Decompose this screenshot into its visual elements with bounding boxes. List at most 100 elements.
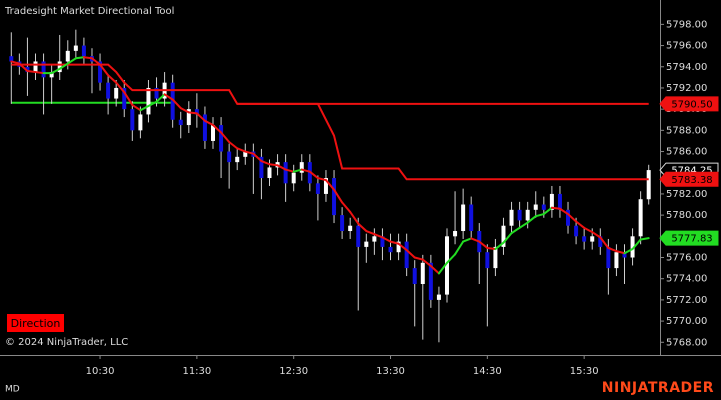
ma-segment bbox=[115, 81, 126, 94]
ma-segment bbox=[220, 131, 231, 143]
candle-body bbox=[211, 125, 216, 141]
price-marker bbox=[659, 171, 719, 187]
ma-segment bbox=[357, 222, 368, 233]
ma-segment bbox=[139, 104, 150, 112]
logo: NINJATRADER bbox=[602, 380, 714, 396]
ma-segment bbox=[437, 261, 448, 275]
ma-segment bbox=[18, 62, 29, 72]
ma-segment bbox=[187, 111, 198, 115]
candle-body bbox=[57, 61, 62, 73]
candle-body bbox=[323, 178, 328, 194]
y-tick-label: 5768.00 bbox=[666, 337, 707, 348]
candle-body bbox=[436, 294, 441, 300]
candle-body bbox=[364, 241, 369, 247]
candle-body bbox=[420, 262, 425, 284]
x-tick-label: 14:30 bbox=[473, 366, 502, 377]
ma-segment bbox=[534, 213, 545, 218]
candle-body bbox=[404, 241, 409, 269]
candle-body bbox=[154, 87, 159, 99]
ma-segment bbox=[260, 160, 271, 166]
ma-segment bbox=[131, 103, 142, 112]
candle-body bbox=[25, 66, 30, 73]
candle-body bbox=[194, 109, 199, 115]
x-tick-label: 13:30 bbox=[376, 366, 405, 377]
x-tick-label: 12:30 bbox=[279, 366, 308, 377]
ma-segment bbox=[373, 233, 384, 239]
ma-segment bbox=[300, 168, 311, 173]
candle-body bbox=[590, 236, 595, 242]
candle-body bbox=[73, 45, 78, 51]
ma-segment bbox=[66, 57, 77, 65]
candle-body bbox=[106, 82, 111, 99]
ma-segment bbox=[365, 230, 376, 236]
candle-body bbox=[533, 204, 538, 210]
candle-body bbox=[332, 178, 337, 216]
candle-body bbox=[243, 151, 248, 157]
ma-segment bbox=[413, 256, 424, 261]
indicator-button-label[interactable]: Direction bbox=[11, 317, 61, 330]
candle-body bbox=[114, 87, 119, 99]
candle-body bbox=[122, 87, 127, 110]
ma-segment bbox=[236, 147, 247, 153]
ma-segment bbox=[462, 237, 473, 243]
candle-body bbox=[388, 246, 393, 253]
ma-segment bbox=[99, 63, 110, 77]
ma-segment bbox=[583, 226, 594, 234]
ma-segment bbox=[615, 250, 626, 255]
ma-segment bbox=[252, 152, 263, 163]
price-marker-label: 5777.83 bbox=[671, 234, 712, 245]
candle-body bbox=[299, 162, 304, 173]
price-marker bbox=[659, 96, 719, 112]
candle-body bbox=[372, 236, 377, 242]
y-tick-label: 5798.00 bbox=[666, 19, 707, 30]
candle-body bbox=[81, 45, 86, 57]
ma-segment bbox=[123, 91, 134, 106]
candle-body bbox=[227, 151, 232, 163]
ma-segment bbox=[58, 62, 69, 70]
ma-segment bbox=[276, 164, 287, 171]
x-tick-label: 10:30 bbox=[86, 366, 115, 377]
ma-segment bbox=[90, 57, 102, 66]
status: MD bbox=[5, 385, 20, 395]
ma-segment bbox=[171, 98, 182, 110]
ma-segment bbox=[623, 248, 634, 255]
ma-segment bbox=[454, 240, 465, 256]
y-tick-label: 5794.00 bbox=[666, 62, 707, 73]
candle-body bbox=[348, 225, 353, 232]
ma-segment bbox=[470, 237, 481, 243]
ma-segment bbox=[478, 240, 489, 249]
ma-segment bbox=[494, 241, 505, 251]
candle-body bbox=[525, 209, 530, 221]
plot bbox=[9, 29, 651, 343]
ma-segment bbox=[163, 93, 174, 101]
candle-body bbox=[582, 236, 587, 242]
candle-body bbox=[49, 72, 54, 78]
candle-body bbox=[444, 236, 449, 295]
indicator-button[interactable] bbox=[7, 314, 64, 332]
ma-segment bbox=[550, 206, 561, 210]
ma-segment bbox=[567, 213, 578, 223]
candle-body bbox=[549, 193, 554, 210]
ma-segment bbox=[631, 238, 642, 251]
candle-body bbox=[493, 246, 498, 269]
ma-segment bbox=[397, 242, 408, 252]
chart-title: Tradesight Market Directional Tool bbox=[4, 6, 174, 17]
y-tick-label: 5774.00 bbox=[666, 274, 707, 285]
candle-body bbox=[541, 204, 546, 210]
price-marker-label: 5784.25 bbox=[671, 166, 712, 177]
candle-body bbox=[283, 162, 288, 184]
ma-segment bbox=[591, 231, 602, 239]
y-tick-label: 5786.00 bbox=[666, 147, 707, 158]
candle-body bbox=[598, 236, 603, 247]
price-marker bbox=[659, 230, 719, 246]
ma-segment bbox=[381, 236, 392, 243]
candle-body bbox=[259, 156, 264, 179]
candle-body bbox=[41, 61, 46, 78]
candle-body bbox=[557, 193, 562, 210]
candle-body bbox=[469, 204, 474, 232]
ma-segment bbox=[316, 177, 327, 182]
ma-segment bbox=[575, 220, 586, 229]
ma-segment bbox=[107, 74, 118, 84]
ma-segment bbox=[526, 215, 537, 224]
